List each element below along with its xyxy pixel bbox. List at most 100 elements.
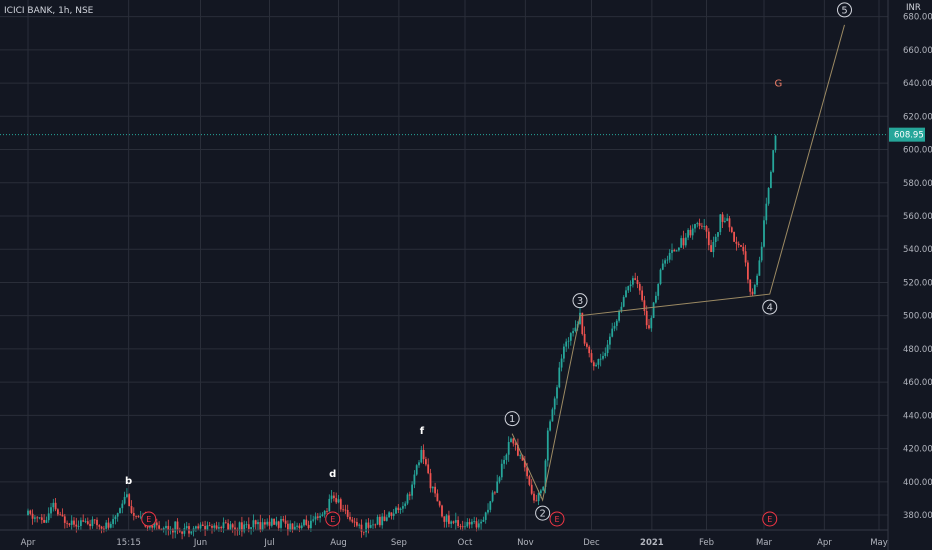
candle-body [287,523,289,531]
candle-body [369,525,372,528]
candle-body [592,362,595,367]
candle-body [86,521,89,524]
candle-body [604,353,607,356]
y-tick-label: 620.00 [903,112,932,122]
candle-body [494,492,496,494]
candle-body [526,467,528,477]
y-tick-label: 660.00 [903,46,932,56]
candle-body [291,523,294,530]
candle-body [307,524,310,529]
candle-body [80,520,82,526]
candle-body [521,455,524,461]
candle-body [183,528,186,534]
x-tick-label: Apr [817,538,832,548]
wave-label: f [420,426,425,437]
candle-body [98,525,101,527]
candle-body [282,518,285,521]
candle-body [724,220,726,222]
candle-body [528,476,531,485]
candle-body [254,520,257,525]
candle-body [45,520,48,523]
candle-body [441,505,443,517]
wave-overlay: 12345bdfGEEEEE [0,2,888,527]
degree-label: G [775,78,783,89]
candle-body [160,528,163,530]
candle-body [487,509,489,513]
candle-body [337,499,340,503]
candle-body [714,236,717,242]
wave-label: b [125,476,132,487]
candle-body [296,525,298,527]
candle-body [238,522,241,531]
candle-body [213,525,216,528]
candle-body [684,237,687,246]
candle-body [195,526,197,529]
candle-body [728,218,731,228]
last-price-value: 608.95 [894,131,924,141]
candle-body [54,502,57,510]
wave-marker-label: 2 [539,509,545,520]
candle-body [34,517,36,519]
candle-body [280,518,282,528]
candle-body [303,519,305,526]
candle-body [181,531,183,534]
candle-body [415,465,418,475]
candle-body [664,260,666,264]
candle-body [47,513,50,521]
candle-body [733,231,735,242]
candle-body [139,516,142,518]
candle-body [707,231,710,246]
earnings-marker-circle [141,511,157,527]
candle-body [422,449,425,460]
candle-body [563,346,565,359]
candle-body [429,473,432,489]
candle-body [477,523,480,528]
candle-body [457,520,459,526]
candle-body [740,245,742,247]
candle-body [146,526,149,528]
candle-body [162,528,165,530]
candle-body [629,284,632,287]
grid [0,0,888,530]
candle-body [376,516,379,525]
x-tick-label: Nov [517,538,534,548]
price-axis[interactable]: 380.00 400.00 420.00 440.00 460.00 480.00 500.… [887,0,932,550]
candle-body [257,522,259,525]
candle-body [452,521,455,523]
candle-body [689,229,692,236]
candle-body [657,283,660,296]
y-tick-label: 420.00 [903,445,932,455]
candle-body [197,526,200,529]
candle-body [445,515,448,522]
candle-body [411,484,413,496]
candle-body [374,524,377,526]
candle-body [712,241,715,253]
candle-body [29,510,32,514]
candle-body [300,525,303,528]
candle-body [659,269,662,284]
candle-body [480,521,482,524]
candle-body [50,507,52,514]
candle-body [512,438,515,444]
candle-body [758,260,761,276]
candle-body [687,229,689,238]
candle-body [167,525,170,531]
candle-body [89,523,91,527]
candle-body [289,523,292,531]
time-axis[interactable]: Apr 15:15 Jun Jul Aug Sep Oct Nov Dec 2021 Feb Mar A… [0,529,888,548]
candle-body [703,226,706,227]
x-tick-label: 15:15 [116,538,141,548]
candle-body [172,529,174,533]
candle-body [392,513,395,516]
candle-body [572,331,574,334]
candle-body [553,398,556,410]
wave-marker-label: 5 [841,5,847,16]
candle-body [673,250,676,252]
candle-body [473,521,476,522]
candle-body [747,262,749,280]
candle-body [661,263,664,270]
candle-body [618,311,620,321]
candle-body [100,526,103,529]
candle-body [247,524,250,529]
